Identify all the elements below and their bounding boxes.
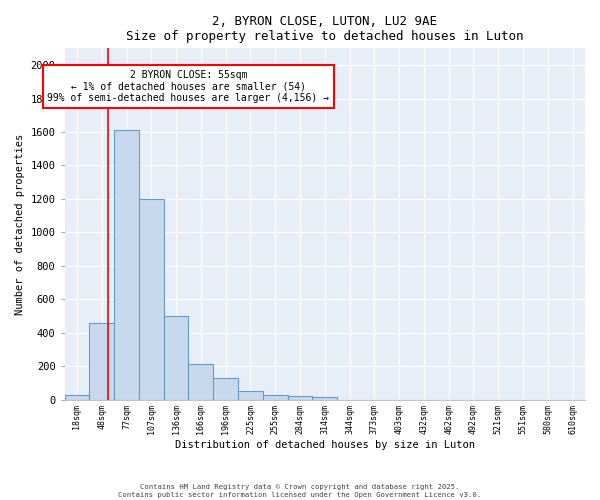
Bar [114,130,139,400]
Bar [164,316,188,400]
Y-axis label: Number of detached properties: Number of detached properties [15,134,25,314]
Bar [263,394,287,400]
Bar [238,391,263,400]
Title: 2, BYRON CLOSE, LUTON, LU2 9AE
Size of property relative to detached houses in L: 2, BYRON CLOSE, LUTON, LU2 9AE Size of p… [126,15,524,43]
Bar [89,322,114,400]
Bar [287,396,313,400]
Bar [213,378,238,400]
Bar [139,199,164,400]
Bar [313,397,337,400]
Bar [188,364,213,400]
Text: Contains HM Land Registry data © Crown copyright and database right 2025.
Contai: Contains HM Land Registry data © Crown c… [118,484,482,498]
Bar [65,394,89,400]
Text: 2 BYRON CLOSE: 55sqm
← 1% of detached houses are smaller (54)
99% of semi-detach: 2 BYRON CLOSE: 55sqm ← 1% of detached ho… [47,70,329,103]
X-axis label: Distribution of detached houses by size in Luton: Distribution of detached houses by size … [175,440,475,450]
